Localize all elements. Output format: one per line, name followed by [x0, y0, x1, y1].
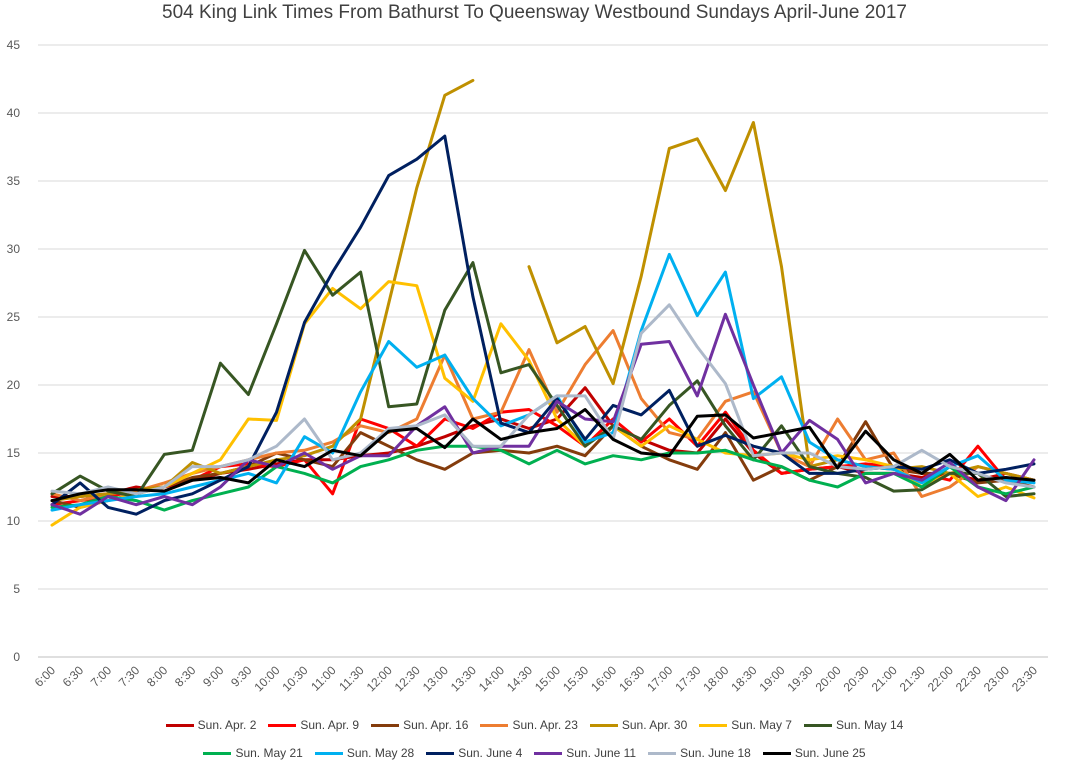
legend-item: Sun. May 7	[699, 718, 792, 732]
x-tick-label: 18:30	[728, 663, 759, 694]
x-tick-label: 20:30	[841, 663, 872, 694]
x-tick-label: 22:30	[953, 663, 984, 694]
legend-item: Sun. June 18	[648, 746, 751, 760]
legend-item: Sun. May 14	[803, 718, 904, 732]
legend-swatch	[589, 723, 618, 727]
x-tick-label: 14:00	[476, 663, 507, 694]
legend-label: Sun. Apr. 2	[197, 718, 257, 732]
x-tick-label: 13:00	[420, 663, 451, 694]
legend-item: Sun. June 25	[762, 746, 866, 760]
legend-label: Sun. June 11	[566, 746, 637, 760]
x-tick-label: 8:30	[172, 663, 199, 690]
legend-label: Sun. May 28	[346, 746, 415, 760]
x-tick-label: 12:30	[392, 663, 423, 694]
legend-label: Sun. May 21	[235, 746, 303, 760]
legend-label: Sun. June 18	[680, 746, 751, 760]
x-tick-label: 18:00	[700, 663, 731, 694]
legend-swatch	[165, 723, 194, 727]
legend-item: Sun. Apr. 23	[480, 718, 578, 732]
series-line-11	[50, 303, 1036, 496]
x-tick-label: 16:30	[616, 663, 647, 694]
y-tick-label: 10	[7, 514, 21, 528]
legend-swatch	[803, 723, 832, 727]
x-tick-label: 19:00	[756, 663, 787, 694]
x-tick-label: 6:30	[60, 663, 87, 690]
x-tick-label: 19:30	[785, 663, 816, 694]
x-tick-label: 23:00	[981, 663, 1012, 694]
x-tick-label: 15:00	[532, 663, 563, 694]
legend-swatch	[203, 751, 232, 755]
legend-swatch	[534, 751, 563, 755]
x-tick-label: 6:00	[32, 663, 59, 690]
x-tick-label: 13:30	[448, 663, 479, 694]
y-tick-label: 25	[7, 310, 21, 324]
x-tick-label: 15:30	[560, 663, 591, 694]
legend-item: Sun. Apr. 9	[268, 718, 359, 732]
legend-item: Sun. May 21	[203, 746, 303, 760]
legend-label: Sun. May 7	[731, 718, 792, 732]
legend-item: Sun. Apr. 2	[165, 718, 257, 732]
legend-item: Sun. June 4	[426, 746, 522, 760]
x-tick-label: 7:30	[116, 663, 143, 690]
x-tick-label: 11:00	[308, 663, 339, 694]
x-tick-label: 11:30	[336, 663, 367, 694]
legend-label: Sun. Apr. 16	[403, 718, 469, 732]
legend-swatch	[268, 723, 297, 727]
legend-swatch	[426, 751, 455, 755]
x-tick-label: 21:00	[869, 663, 900, 694]
y-tick-label: 30	[7, 242, 21, 256]
x-tick-label: 22:00	[925, 663, 956, 694]
legend-label: Sun. Apr. 23	[512, 718, 578, 732]
legend-item: Sun. Apr. 30	[589, 718, 688, 732]
y-tick-label: 0	[13, 650, 20, 664]
legend-swatch	[648, 751, 677, 755]
series-line-2	[50, 420, 1036, 509]
series-line-12	[50, 408, 1036, 503]
legend-item: Sun. May 28	[314, 746, 415, 760]
legend-swatch	[314, 751, 343, 755]
y-tick-label: 45	[7, 38, 21, 52]
x-tick-label: 12:00	[364, 663, 395, 694]
legend-item: Sun. June 11	[534, 746, 636, 760]
legend-item: Sun. Apr. 16	[371, 718, 468, 732]
legend-row-2: Sun. May 21 Sun. May 28 Sun. June 4 Sun. Ju…	[0, 746, 1069, 760]
legend-label: Sun. Apr. 30	[621, 718, 688, 732]
series-line-7	[50, 444, 1036, 512]
legend-swatch	[371, 723, 400, 727]
x-tick-label: 10:00	[251, 663, 282, 694]
series-line-4	[50, 78, 1036, 503]
legend-label: Sun. June 25	[794, 746, 866, 760]
x-tick-label: 9:30	[228, 663, 255, 690]
legend-label: Sun. May 14	[835, 718, 904, 732]
legend-swatch	[699, 723, 728, 727]
series-line-5	[50, 280, 1036, 527]
x-tick-label: 9:00	[200, 663, 227, 690]
x-tick-label: 7:00	[88, 663, 115, 690]
x-tick-label: 16:00	[588, 663, 619, 694]
x-tick-label: 17:30	[672, 663, 703, 694]
legend-swatch	[480, 723, 509, 727]
legend-swatch	[762, 751, 791, 755]
legend-label: Sun. Apr. 9	[300, 718, 360, 732]
y-tick-label: 40	[7, 106, 21, 120]
x-tick-label: 20:00	[813, 663, 844, 694]
x-tick-label: 21:30	[897, 663, 928, 694]
series-line-10	[50, 312, 1036, 516]
y-tick-label: 15	[7, 446, 21, 460]
x-tick-label: 23:30	[1009, 663, 1040, 694]
legend-row-1: Sun. Apr. 2 Sun. Apr. 9 Sun. Apr. 16 Sun. A…	[0, 718, 1069, 732]
legend-label: Sun. June 4	[458, 746, 523, 760]
y-tick-label: 5	[13, 582, 20, 596]
y-tick-label: 35	[7, 174, 21, 188]
chart-title: 504 King Link Times From Bathurst To Que…	[162, 2, 907, 23]
x-tick-label: 17:00	[644, 663, 675, 694]
x-tick-label: 10:30	[280, 663, 311, 694]
x-tick-label: 14:30	[504, 663, 535, 694]
x-tick-label: 8:00	[144, 663, 171, 690]
y-tick-label: 20	[7, 378, 21, 392]
